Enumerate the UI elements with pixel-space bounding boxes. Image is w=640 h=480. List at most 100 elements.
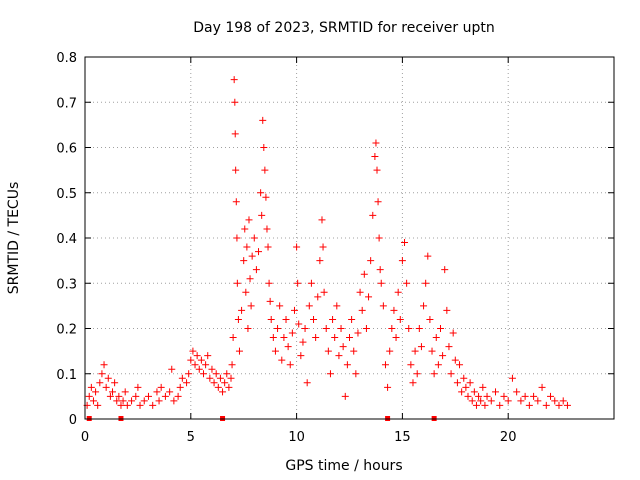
data-point [466, 379, 474, 387]
data-point [197, 356, 205, 364]
data-point [269, 334, 277, 342]
data-point [241, 225, 249, 233]
data-point [168, 365, 176, 373]
data-point [242, 288, 250, 296]
data-point [326, 370, 334, 378]
data-point [250, 234, 258, 242]
data-point [232, 166, 240, 174]
y-tick-label: 0.5 [56, 187, 77, 202]
data-point [521, 392, 529, 400]
data-point [367, 257, 375, 265]
data-point [260, 144, 268, 151]
data-point [447, 370, 455, 378]
data-point [413, 370, 421, 378]
data-point [134, 383, 142, 391]
data-point [409, 379, 417, 387]
data-point [96, 379, 104, 387]
data-point [372, 139, 380, 147]
data-point [479, 383, 487, 391]
data-point [305, 302, 313, 310]
data-point [282, 315, 290, 323]
data-point [324, 347, 332, 355]
data-point [458, 388, 466, 396]
data-point [267, 315, 275, 323]
data-point [377, 279, 385, 287]
data-point [563, 401, 571, 409]
data-point [369, 211, 377, 219]
data-point [109, 388, 117, 396]
data-point [379, 302, 387, 310]
data-point [234, 315, 242, 323]
data-point [238, 306, 246, 314]
data-point [295, 320, 303, 328]
data-point [166, 388, 174, 396]
data-point [487, 397, 495, 405]
data-point [420, 302, 428, 310]
data-point [436, 325, 444, 332]
data-point [394, 288, 402, 296]
data-point [504, 397, 512, 405]
data-point [333, 302, 341, 310]
data-point [121, 388, 129, 396]
data-point [228, 361, 236, 369]
data-point [356, 288, 364, 296]
data-point [294, 279, 302, 287]
data-point [343, 361, 351, 369]
data-point [252, 266, 260, 274]
data-point [191, 361, 199, 369]
data-point [206, 374, 214, 382]
data-point [365, 293, 373, 301]
data-point [310, 315, 318, 323]
data-point [384, 383, 392, 391]
y-tick-label: 0.6 [56, 142, 77, 157]
data-point [547, 392, 555, 400]
x-tick-label: 15 [394, 430, 411, 445]
chart-title: Day 198 of 2023, SRMTID for receiver upt… [193, 20, 495, 36]
data-point [513, 388, 521, 396]
data-point [119, 397, 127, 405]
data-point [225, 383, 233, 391]
data-point [411, 347, 419, 355]
data-point [525, 401, 533, 409]
data-point [405, 325, 413, 332]
data-point [392, 334, 400, 342]
data-point [517, 397, 525, 405]
data-point [538, 383, 546, 391]
data-point [170, 397, 178, 405]
y-tick-label: 0.7 [56, 96, 77, 111]
data-point [470, 388, 478, 396]
data-point [453, 379, 461, 387]
y-tick-label: 0.4 [56, 232, 77, 247]
data-point [266, 297, 274, 305]
data-point [374, 198, 382, 206]
data-point [199, 370, 207, 378]
data-point [274, 325, 282, 332]
data-point [98, 370, 106, 378]
data-point [132, 392, 140, 400]
data-point [92, 388, 100, 396]
data-point [271, 347, 279, 355]
data-point [339, 343, 347, 351]
data-point [128, 397, 136, 405]
data-point [376, 266, 384, 274]
data-point [316, 257, 324, 265]
data-point [290, 306, 298, 314]
data-point [422, 279, 430, 287]
y-tick-label: 0.1 [56, 368, 77, 383]
data-point [373, 166, 381, 174]
data-point [483, 392, 491, 400]
data-point [264, 243, 272, 251]
data-point [102, 383, 110, 391]
data-point [301, 325, 309, 332]
data-point [223, 370, 231, 378]
data-point [403, 279, 411, 287]
data-point [85, 392, 93, 400]
data-point [434, 361, 442, 369]
data-point [415, 325, 423, 332]
x-tick-label: 0 [81, 430, 89, 445]
y-tick-label: 0 [69, 413, 77, 428]
x-axis-label: GPS time / hours [285, 458, 402, 474]
data-point [243, 243, 251, 251]
data-point [481, 401, 489, 409]
